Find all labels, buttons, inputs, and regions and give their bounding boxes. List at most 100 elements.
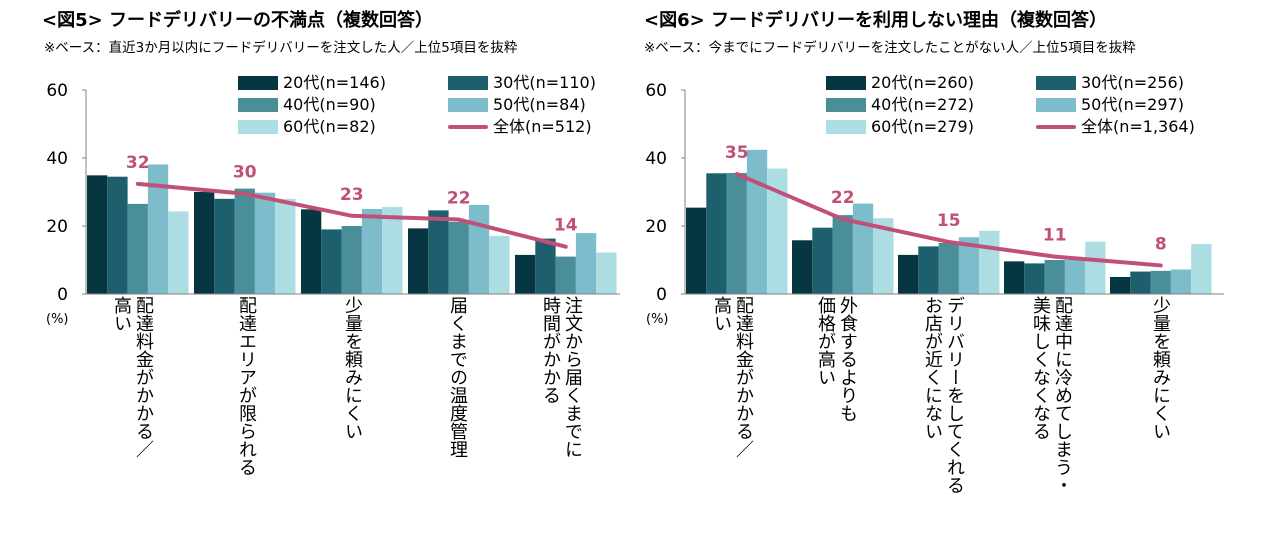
total-data-label: 32: [126, 153, 150, 173]
bar: [792, 240, 813, 294]
category-label: 少量を頼みにくい: [342, 296, 363, 440]
category-label: 届くまでの温度管理: [447, 296, 468, 458]
chart-subtitle: ※ベース：直近3か月以内にフードデリバリーを注文した人／上位5項目を抜粋: [44, 40, 518, 56]
legend-swatch: [238, 120, 278, 134]
legend-label: 20代(n=146): [283, 73, 386, 92]
bar: [918, 246, 939, 294]
bar: [275, 198, 296, 294]
bar: [214, 198, 235, 294]
category-label: 配達料金がかかる／ 高い: [111, 296, 154, 458]
bar: [107, 176, 128, 294]
bar: [1044, 260, 1065, 294]
total-data-label: 15: [937, 211, 961, 231]
bar: [1130, 271, 1151, 294]
bar: [1004, 261, 1025, 294]
bar: [1024, 263, 1045, 294]
y-tick-label: 20: [645, 217, 667, 237]
chart-plot-area: 0 20 40 60 35 22 15 11 8: [645, 81, 1224, 305]
legend-label: 60代(n=82): [283, 117, 376, 136]
bar: [382, 206, 403, 294]
bar: [489, 235, 510, 294]
bar: [898, 254, 919, 294]
total-data-label: 23: [340, 185, 364, 205]
bar: [408, 228, 429, 294]
bar: [1191, 244, 1212, 294]
legend-swatch: [826, 120, 866, 134]
bar: [341, 226, 362, 294]
legend-label: 60代(n=279): [871, 117, 974, 136]
y-tick-label: 60: [645, 81, 667, 101]
bar: [767, 168, 788, 294]
legend-swatch: [1036, 125, 1076, 129]
bar: [535, 238, 556, 294]
bar: [147, 164, 169, 294]
category-label: 配達中に冷めてしまう・ 美味しくなくなる: [1030, 296, 1073, 494]
bar: [706, 173, 727, 294]
total-data-label: 30: [233, 163, 257, 183]
bar: [1150, 270, 1171, 294]
legend-swatch: [1036, 76, 1076, 90]
bar: [812, 227, 833, 294]
legend-swatch: [238, 98, 278, 112]
y-axis-unit: (%): [46, 312, 69, 327]
bar: [127, 203, 148, 294]
y-tick-label: 40: [645, 149, 667, 169]
bar: [873, 218, 894, 294]
category-label: デリバリーをしてくれる お店が近くにない: [922, 296, 965, 494]
category-label: 注文から届くまでに 時間がかかる: [540, 296, 583, 458]
total-data-label: 11: [1043, 226, 1067, 246]
legend-label: 全体(n=1,364): [1081, 117, 1195, 136]
legend-swatch: [826, 98, 866, 112]
bar: [832, 215, 853, 294]
legend-swatch: [238, 76, 278, 90]
bar: [555, 256, 576, 294]
total-data-label: 8: [1155, 234, 1167, 254]
total-data-label: 35: [725, 143, 749, 163]
total-line: [734, 171, 1163, 268]
legend-label: 30代(n=256): [1081, 73, 1184, 92]
bar: [1110, 277, 1131, 294]
category-label: 配達料金がかかる／ 高い: [711, 296, 754, 458]
y-axis-unit: (%): [646, 312, 669, 327]
legend-label: 30代(n=110): [493, 73, 596, 92]
bar: [428, 210, 449, 294]
bar: [468, 204, 490, 294]
bar: [87, 175, 108, 294]
category-label: 少量を頼みにくい: [1150, 296, 1171, 440]
bar: [938, 243, 959, 294]
legend-label: 40代(n=90): [283, 95, 376, 114]
total-line: [135, 181, 568, 249]
bar: [686, 207, 707, 294]
bar: [301, 209, 322, 294]
bar: [361, 209, 383, 294]
bar: [448, 221, 469, 294]
chart-plot-area: 0 20 40 60 32 30 23 22 14: [46, 81, 620, 305]
legend-label: 20代(n=260): [871, 73, 974, 92]
bar: [726, 172, 747, 294]
y-tick-label: 60: [46, 81, 68, 101]
bar: [979, 230, 1000, 294]
chart-panel-left: <図5> フードデリバリーの不満点（複数回答） ※ベース：直近3か月以内にフード…: [0, 0, 634, 556]
legend-label: 40代(n=272): [871, 95, 974, 114]
bar: [1064, 259, 1086, 294]
bar: [515, 254, 536, 294]
category-label: 外食するよりも 価格が高い: [815, 296, 858, 422]
legend-label: 50代(n=297): [1081, 95, 1184, 114]
legend-swatch: [1036, 98, 1076, 112]
legend-label: 50代(n=84): [493, 95, 586, 114]
bar: [852, 203, 874, 294]
chart-panel-right: <図6> フードデリバリーを利用しない理由（複数回答） ※ベース：今までにフード…: [634, 0, 1268, 556]
chart-title: <図6> フードデリバリーを利用しない理由（複数回答）: [644, 10, 1107, 31]
legend-swatch: [826, 76, 866, 90]
bar: [596, 252, 617, 294]
y-tick-label: 20: [46, 217, 68, 237]
legend-swatch: [448, 76, 488, 90]
category-label: 配達エリアが限られる: [236, 296, 257, 476]
chart-subtitle: ※ベース：今までにフードデリバリーを注文したことがない人／上位5項目を抜粋: [644, 40, 1136, 56]
bar: [746, 149, 768, 294]
bar: [575, 233, 597, 294]
bar: [254, 192, 276, 294]
y-tick-label: 0: [57, 285, 68, 305]
bar: [1085, 241, 1106, 294]
legend-swatch: [448, 98, 488, 112]
